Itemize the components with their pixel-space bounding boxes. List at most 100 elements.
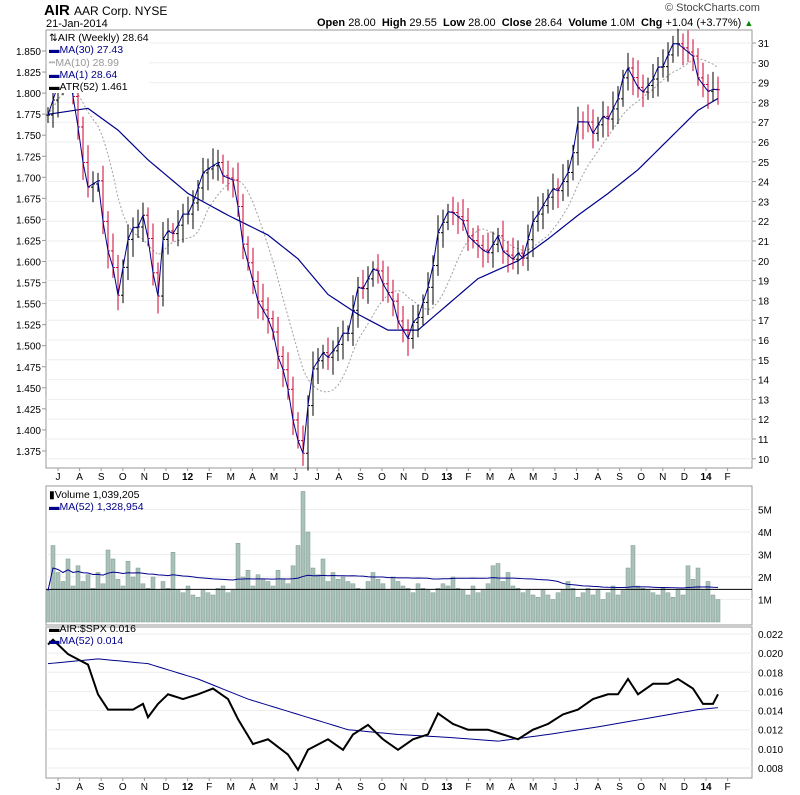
volume-axis-tick-label: 1M [758,596,772,607]
volume-bar [585,588,591,623]
volume-axis-tick-label: 5M [758,506,772,517]
volume-bar [550,599,556,623]
volume-axis-tick-label: 2M [758,573,772,584]
left-axis-tick-label: 1.725 [16,152,41,163]
volume-axis-tick-label: 3M [758,551,772,562]
right-axis-tick-label: 15 [758,356,770,367]
x-axis-label: A [335,472,342,483]
volume-bar [100,583,106,623]
price-bar [271,310,275,340]
price-bar [576,106,580,166]
x-axis-label: S [98,472,105,483]
volume-bar [405,588,411,623]
volume-bar [315,574,321,623]
volume-bar [480,590,486,623]
x-axis-label: A [76,472,83,483]
volume-bar [190,594,196,623]
x-axis-label: J [56,472,61,483]
x-axis-label: S [616,782,623,793]
price-bar [436,215,440,276]
volume-bar [605,592,611,623]
volume-bar [665,592,671,623]
ma30-line [47,97,719,331]
price-bar [116,254,120,311]
x-axis-label: F [206,472,212,483]
price-bar [151,223,155,286]
volume-bar [160,581,166,623]
right-axis-tick-label: 24 [758,178,770,189]
close-value: 28.64 [534,17,563,29]
price-bar [446,203,450,231]
volume-bar [500,581,506,623]
volume-bar [130,576,136,623]
volume-bar [385,590,391,623]
price-bar [111,233,115,278]
price-bar [581,111,585,140]
volume-legend: ▮Volume 1,039,205 ▬MA(52) 1,328,954 [49,489,144,513]
x-axis-label: M [529,782,537,793]
price-bar [171,223,175,242]
volume-bar [565,581,571,623]
x-axis-label: A [595,782,602,793]
volume-bar [380,583,386,623]
x-axis-label: D [162,472,169,483]
x-axis-label: F [725,782,731,793]
volume-bar [205,592,211,623]
volume-bar [85,574,91,623]
x-axis-label: J [574,472,579,483]
left-axis-tick-label: 1.550 [16,300,41,311]
volume-bar [610,585,616,623]
volume-bar [570,588,576,623]
volume-bar [475,592,481,623]
volume-bar [365,581,371,623]
left-axis-tick-label: 1.625 [16,236,41,247]
ratio-axis-tick-label: 0.016 [758,687,783,698]
volume-bar [105,549,111,623]
right-axis-tick-label: 13 [758,395,770,406]
ratio-axis-tick-label: 0.018 [758,668,783,679]
legend-ma10: ┅MA(10) 28.99 [49,56,119,69]
ratio-legend: ▬AIR:$SPX 0.016 ▬MA(52) 0.014 [49,623,136,647]
volume-bar [545,594,551,623]
ratio-axis-tick-label: 0.012 [758,726,783,737]
price-bar [86,145,90,198]
volume-bar [200,590,206,623]
legend-atr: ▬ATR(52) 1.461 [49,81,128,94]
x-axis-label: J [552,472,557,483]
volume-bar [270,585,276,623]
volume-bar [320,558,326,623]
volume-bar [140,583,146,623]
x-axis-label: A [335,782,342,793]
volume-bar [420,588,426,623]
price-bar [321,344,325,369]
volume-bar [465,594,471,623]
x-axis-label: 14 [700,472,712,483]
volume-bar [230,590,236,623]
volume-bar [630,545,636,623]
left-axis-tick-label: 1.850 [16,47,41,58]
left-axis-tick-label: 1.525 [16,321,41,332]
volume-bar [460,590,466,623]
price-bar [126,224,130,281]
right-axis-tick-label: 23 [758,197,770,208]
volume-bar [525,590,531,623]
bar-icon: ⇅ [49,32,58,44]
volume-bar [370,572,376,623]
price-bar [491,231,495,268]
volume-bar [75,565,81,623]
x-axis-label: J [315,782,320,793]
x-axis-label: N [659,782,666,793]
x-axis-label: O [119,472,127,483]
price-bar [716,76,720,105]
volume-bar [660,588,666,623]
price-bar [416,304,420,338]
volume-bar [325,581,331,623]
volume-bar [280,579,286,623]
x-axis-label: F [725,472,731,483]
x-axis-label: M [486,782,494,793]
volume-bar [595,590,601,623]
right-axis-tick-label: 29 [758,79,770,90]
volume-bar [225,592,231,623]
legend-ma30: ▬MA(30) 27.43 [49,44,124,57]
